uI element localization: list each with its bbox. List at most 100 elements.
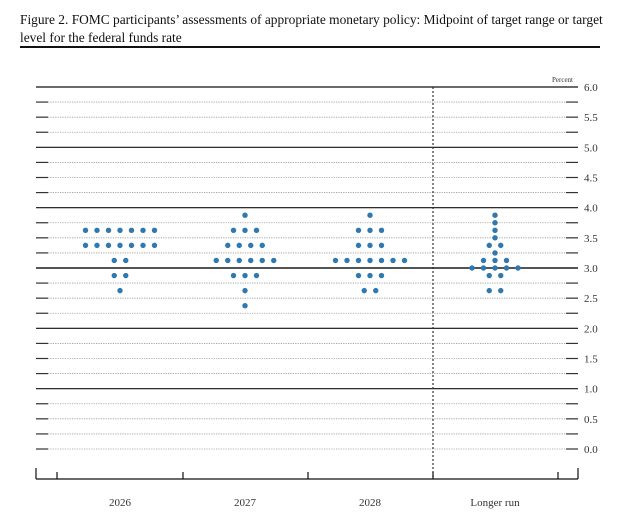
dot-2026	[105, 227, 112, 233]
dot-2028	[355, 227, 362, 233]
dot-2028	[367, 242, 373, 249]
figure-title: Figure 2. FOMC participants’ assessments…	[20, 12, 603, 45]
dot-longer-run	[503, 257, 510, 264]
dot-longer-run	[515, 265, 521, 271]
dot-2027	[225, 242, 231, 249]
dot-longer-run	[503, 265, 510, 271]
dot-2026	[94, 227, 100, 233]
dot-longer-run	[492, 250, 498, 256]
dot-2026	[105, 242, 112, 249]
y-tick-label: 4.5	[584, 173, 598, 185]
dot-longer-run	[486, 242, 492, 249]
y-tick-label: 4.0	[584, 203, 598, 215]
dot-longer-run	[486, 272, 492, 279]
dot-2027	[248, 242, 254, 249]
dot-2028	[355, 257, 362, 264]
dot-longer-run	[480, 265, 487, 271]
dot-2028	[378, 257, 385, 264]
dot-2027	[253, 272, 260, 279]
dot-2027	[248, 257, 254, 264]
dot-2026	[140, 242, 146, 249]
x-axis: 2026 2027 2028 Longer run	[35, 468, 579, 509]
dot-2027	[213, 257, 219, 264]
dot-2027	[236, 257, 242, 264]
dot-2027	[230, 272, 237, 279]
dot-longer-run	[480, 257, 487, 264]
dot-2026	[82, 242, 89, 249]
y-tick-label: 6.0	[584, 82, 598, 94]
gridlines	[36, 86, 578, 479]
dot-2027	[259, 257, 265, 264]
dot-2028	[332, 257, 339, 264]
dot-2026	[111, 257, 117, 264]
dot-2028	[367, 272, 373, 279]
dot-2026	[117, 242, 123, 249]
y-tick-label: 1.5	[584, 354, 598, 366]
dot-longer-run	[492, 212, 498, 218]
title-rule	[20, 46, 600, 48]
dot-2028	[367, 227, 373, 233]
y-axis-unit-label: Percent	[552, 76, 573, 84]
y-axis-labels: 0.0 0.5 1.0 1.5 2.0 2.5 3.0 3.5 4.0 4.5 5.0 5.5 6.0	[584, 82, 598, 456]
dot-2028	[367, 212, 373, 218]
dot-2027	[242, 227, 248, 233]
dot-2027	[271, 257, 277, 264]
dot-2027	[259, 242, 265, 249]
dot-2028	[373, 287, 379, 294]
y-tick-label: 5.5	[584, 112, 598, 124]
dot-2028	[401, 257, 408, 264]
dot-2027	[225, 257, 231, 264]
dot-longer-run	[492, 257, 498, 264]
dot-longer-run	[498, 287, 504, 294]
dot-2027	[236, 242, 242, 249]
dot-2028	[378, 227, 385, 233]
dot-longer-run	[492, 227, 498, 233]
y-tick-label: 0.0	[584, 444, 598, 456]
dot-longer-run	[469, 265, 475, 271]
y-tick-label: 5.0	[584, 142, 598, 154]
dot-2026	[117, 287, 123, 294]
dot-2026	[140, 227, 146, 233]
dot-2028	[355, 242, 362, 249]
x-tick-label: 2028	[359, 497, 382, 509]
y-tick-label: 2.5	[584, 293, 598, 305]
dot-2028	[378, 242, 385, 249]
dot-2026	[151, 242, 158, 249]
x-tick-label: 2026	[109, 497, 132, 509]
dot-2026	[128, 227, 135, 233]
x-tick-label: 2027	[234, 497, 257, 509]
dot-2026	[117, 227, 123, 233]
dot-longer-run	[492, 220, 498, 226]
dot-2026	[82, 227, 89, 233]
dot-longer-run	[492, 265, 498, 271]
y-tick-label: 3.0	[584, 263, 598, 275]
dot-2027	[230, 227, 237, 233]
dot-2028	[378, 272, 385, 279]
x-tick-label: Longer run	[470, 497, 520, 509]
dot-2026	[123, 257, 129, 264]
dot-2027	[242, 272, 248, 279]
dot-2026	[128, 242, 135, 249]
dot-2028	[367, 257, 373, 264]
dot-2028	[361, 287, 367, 294]
y-tick-label: 3.5	[584, 233, 598, 245]
dots	[82, 212, 521, 309]
dot-2027	[253, 227, 260, 233]
dot-longer-run	[498, 272, 504, 279]
dot-2027	[242, 303, 248, 309]
y-tick-label: 1.0	[584, 384, 598, 396]
dot-2028	[344, 257, 350, 264]
dot-2028	[390, 257, 396, 264]
dot-longer-run	[486, 287, 492, 294]
dot-2026	[111, 272, 117, 279]
dot-2027	[242, 287, 248, 294]
dot-2027	[242, 212, 248, 218]
y-tick-label: 0.5	[584, 414, 598, 426]
dot-2026	[94, 242, 100, 249]
dot-longer-run	[498, 242, 504, 249]
dot-2028	[355, 272, 362, 279]
y-tick-label: 2.0	[584, 323, 598, 335]
dot-longer-run	[492, 235, 498, 241]
dot-2026	[151, 227, 158, 233]
